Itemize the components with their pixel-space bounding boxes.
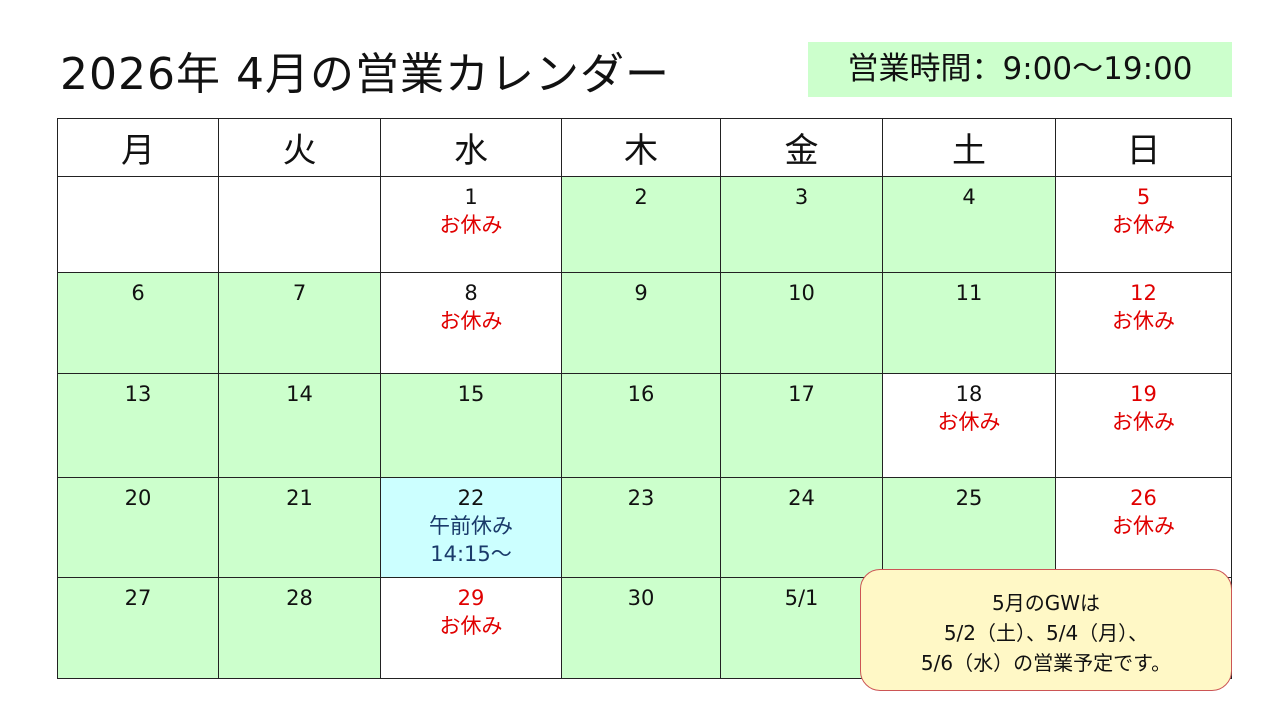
day-number: 22: [457, 486, 485, 510]
calendar-day-cell: 29 お休み: [380, 577, 562, 679]
day-number: 12: [1130, 281, 1157, 305]
day-number: 13: [124, 382, 152, 406]
calendar-day-cell: 11: [882, 272, 1056, 374]
holiday-label: お休み: [439, 309, 503, 333]
gw-note-line: 5/6（水）の営業予定です。: [920, 651, 1172, 675]
weekday-header-row: 月 火 水 木 金 土 日: [57, 118, 1232, 177]
calendar-week-row: 20 21 22 午前休み 14:15〜 23 24 25 26 お休み: [57, 477, 1232, 578]
calendar-day-cell: 17: [720, 373, 883, 478]
weekday-fri: 金: [720, 118, 883, 177]
day-number: 18: [955, 382, 983, 406]
day-number: 27: [124, 586, 152, 610]
day-number: 14: [286, 382, 313, 406]
day-number: 24: [788, 486, 815, 510]
calendar-day-cell: 22 午前休み 14:15〜: [380, 477, 562, 578]
weekday-sat: 土: [882, 118, 1056, 177]
business-hours-badge: 営業時間：9:00〜19:00: [808, 42, 1232, 97]
calendar-day-cell: 25: [882, 477, 1056, 578]
calendar-day-cell: 12 お休み: [1055, 272, 1232, 374]
day-number: 9: [634, 281, 648, 305]
calendar-day-cell: 30: [561, 577, 721, 679]
calendar-day-cell: 13: [57, 373, 219, 478]
day-number: 30: [627, 586, 655, 610]
calendar-day-cell: 1 お休み: [380, 176, 562, 273]
calendar-week-row: 1 お休み 2 3 4 5 お休み: [57, 176, 1232, 273]
day-number: 23: [627, 486, 655, 510]
weekday-thu: 木: [561, 118, 721, 177]
calendar-day-cell: 4: [882, 176, 1056, 273]
holiday-label: お休み: [1112, 410, 1175, 434]
day-number: 17: [788, 382, 815, 406]
day-number: 28: [286, 586, 313, 610]
holiday-label: お休み: [1112, 213, 1175, 237]
day-number: 7: [292, 281, 307, 305]
day-number: 1: [464, 185, 478, 209]
holiday-label: お休み: [937, 410, 1001, 434]
calendar-day-cell: 28: [218, 577, 381, 679]
calendar-day-cell: 19 お休み: [1055, 373, 1232, 478]
calendar-day-cell: 3: [720, 176, 883, 273]
day-number: 20: [124, 486, 152, 510]
calendar-day-cell: 9: [561, 272, 721, 374]
calendar-day-cell: 16: [561, 373, 721, 478]
gw-note-box: 5月のGWは 5/2（土）、5/4（月）、 5/6（水）の営業予定です。: [860, 569, 1232, 691]
calendar-day-cell: 7: [218, 272, 381, 374]
opening-time-label: 14:15〜: [430, 542, 512, 566]
day-number: 11: [955, 281, 983, 305]
calendar-day-cell: [218, 176, 381, 273]
gw-note-line: 5月のGWは: [992, 591, 1100, 615]
day-number: 26: [1130, 486, 1157, 510]
holiday-label: お休み: [439, 614, 503, 638]
weekday-mon: 月: [57, 118, 219, 177]
day-number: 16: [627, 382, 655, 406]
day-number: 8: [464, 281, 478, 305]
calendar-day-cell: 27: [57, 577, 219, 679]
day-number: 5/1: [784, 586, 819, 610]
day-number: 5: [1136, 185, 1151, 209]
calendar-day-cell: [57, 176, 219, 273]
day-number: 2: [634, 185, 648, 209]
calendar-day-cell: 26 お休み: [1055, 477, 1232, 578]
calendar-day-cell: 10: [720, 272, 883, 374]
calendar-day-cell: 8 お休み: [380, 272, 562, 374]
calendar-day-cell: 24: [720, 477, 883, 578]
calendar-day-cell: 20: [57, 477, 219, 578]
weekday-wed: 水: [380, 118, 562, 177]
calendar-week-row: 6 7 8 お休み 9 10 11 12 お休み: [57, 272, 1232, 374]
morning-off-label: 午前休み: [429, 514, 513, 538]
holiday-label: お休み: [1112, 309, 1175, 333]
calendar-day-cell: 2: [561, 176, 721, 273]
holiday-label: お休み: [1112, 514, 1175, 538]
calendar-day-cell: 15: [380, 373, 562, 478]
weekday-tue: 火: [218, 118, 381, 177]
day-number: 4: [962, 185, 976, 209]
day-number: 3: [794, 185, 809, 209]
day-number: 29: [457, 586, 485, 610]
weekday-sun: 日: [1055, 118, 1232, 177]
holiday-label: お休み: [439, 213, 503, 237]
calendar-week-row: 13 14 15 16 17 18 お休み 19 お休み: [57, 373, 1232, 478]
day-number: 25: [955, 486, 983, 510]
calendar-day-cell: 18 お休み: [882, 373, 1056, 478]
calendar-title: 2026年 4月の営業カレンダー: [60, 49, 670, 100]
calendar-day-cell: 5 お休み: [1055, 176, 1232, 273]
calendar-day-cell: 6: [57, 272, 219, 374]
day-number: 6: [131, 281, 145, 305]
day-number: 10: [788, 281, 815, 305]
gw-note-line: 5/2（土）、5/4（月）、: [943, 621, 1149, 645]
calendar-day-cell: 21: [218, 477, 381, 578]
calendar-day-cell: 14: [218, 373, 381, 478]
calendar-day-cell: 23: [561, 477, 721, 578]
day-number: 15: [457, 382, 485, 406]
calendar-day-cell: 5/1: [720, 577, 883, 679]
day-number: 19: [1130, 382, 1157, 406]
day-number: 21: [286, 486, 313, 510]
